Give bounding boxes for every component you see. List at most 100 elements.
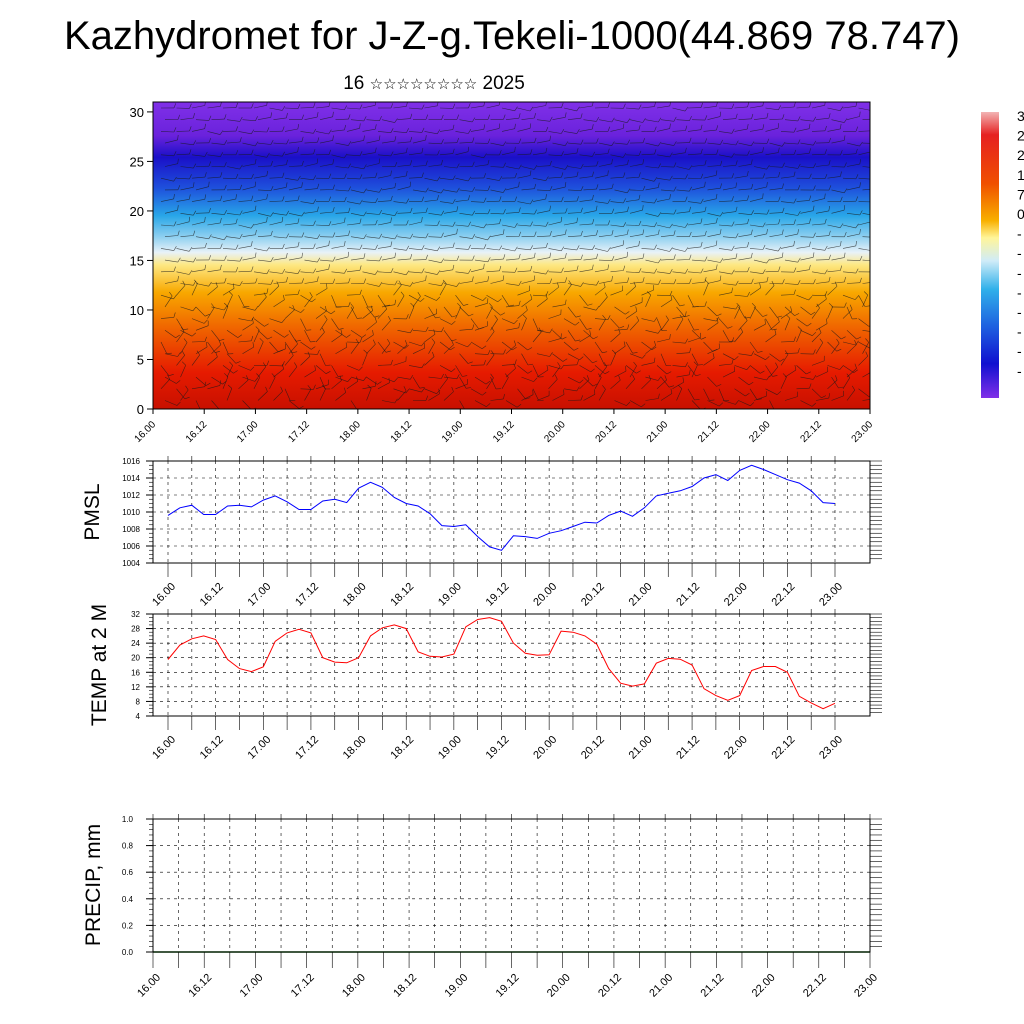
wind-barb-flag <box>390 128 394 133</box>
wind-barb-flag <box>508 304 514 307</box>
wind-barb-flag <box>565 112 567 118</box>
wind-barb-flag <box>593 336 598 340</box>
wind-barb <box>257 213 271 217</box>
wind-barb <box>858 295 866 307</box>
wind-barb-flag <box>793 267 797 273</box>
wind-barb-flag <box>251 103 254 109</box>
wind-barb <box>846 344 857 354</box>
wind-barb-flag <box>859 277 862 283</box>
wind-barb <box>862 236 870 238</box>
wind-barb-flag <box>580 395 583 401</box>
wind-barb-flag <box>596 230 598 236</box>
wind-barb-flag <box>731 269 735 275</box>
wind-barb-flag <box>828 185 832 191</box>
wind-barb <box>346 270 360 273</box>
wind-barb-flag <box>502 275 505 281</box>
pmsl-x-tick-label: 20.12 <box>579 581 607 609</box>
wind-barb-flag <box>239 116 243 122</box>
wind-barb <box>164 139 178 144</box>
wind-barb <box>521 394 534 401</box>
wind-barb <box>176 271 190 275</box>
wind-barb <box>536 210 550 214</box>
wind-barb-flag <box>309 292 313 297</box>
wind-barb <box>412 296 421 308</box>
wind-barb-flag <box>297 146 299 152</box>
wind-barb-flag <box>281 364 284 370</box>
wind-barb-flag <box>828 205 830 211</box>
wind-barb-flag <box>824 149 827 155</box>
wind-barb <box>656 177 670 181</box>
wind-barb-flag <box>611 158 613 164</box>
pmsl-y-tick-label: 1012 <box>122 491 140 500</box>
wind-barb-flag <box>324 315 328 320</box>
wind-barb <box>672 271 686 274</box>
wind-barb <box>424 271 438 275</box>
wind-barb <box>765 285 775 296</box>
wind-barb <box>521 376 534 382</box>
wind-barb-flag <box>379 187 383 193</box>
wind-barb <box>288 213 302 217</box>
wind-barb <box>470 154 484 159</box>
wind-barb <box>703 341 713 352</box>
wind-barb <box>780 106 795 109</box>
wind-barb-flag <box>607 264 609 270</box>
wind-barb-flag <box>410 160 412 166</box>
wind-barb-flag <box>712 353 715 359</box>
wind-barb <box>455 306 462 319</box>
wind-barb-flag <box>338 328 344 330</box>
wind-barb <box>567 330 576 342</box>
wind-barb-flag <box>576 245 580 251</box>
wind-barb-flag <box>776 391 782 395</box>
wind-barb <box>253 105 267 109</box>
wind-barb-flag <box>633 361 637 367</box>
wind-barb <box>222 248 237 250</box>
wind-barb <box>846 142 860 147</box>
wind-barb-flag <box>685 311 687 317</box>
wind-barb <box>579 105 593 109</box>
wind-barb <box>645 166 659 169</box>
wind-barb-flag <box>623 265 626 271</box>
wind-barb-flag <box>602 385 606 390</box>
wind-barb-flag <box>843 135 846 141</box>
wind-barb-flag <box>193 210 197 216</box>
wind-barb-flag <box>328 240 330 246</box>
wind-barb-flag <box>177 134 179 140</box>
wind-barb <box>226 294 233 308</box>
wind-barb-flag <box>779 358 785 362</box>
wind-barb <box>284 107 299 109</box>
wind-barb <box>548 379 558 390</box>
wind-barb <box>273 236 287 239</box>
wind-barb-flag <box>533 165 538 170</box>
wind-barb <box>160 317 174 319</box>
wind-barb-flag <box>642 229 645 235</box>
wind-barb <box>536 119 550 122</box>
wind-barb <box>521 353 529 366</box>
wind-barb-flag <box>324 306 327 311</box>
wind-barb-flag <box>441 232 444 238</box>
temp-x-tick-label: 22.12 <box>770 734 798 762</box>
wind-barb <box>273 257 287 261</box>
wind-barb <box>164 209 178 214</box>
wind-barb-flag <box>502 141 507 146</box>
wind-barb-flag <box>669 290 673 296</box>
wind-barb-flag <box>747 124 749 130</box>
wind-barb <box>629 258 643 261</box>
wind-barb <box>769 257 783 261</box>
wind-barb <box>625 311 637 319</box>
wind-barb <box>335 376 348 382</box>
wind-barb-flag <box>545 126 549 132</box>
wind-barb <box>672 224 686 228</box>
wind-barb <box>738 188 752 191</box>
pmsl-x-tick-label: 22.12 <box>770 581 798 609</box>
wind-barb <box>474 189 489 191</box>
wind-barb <box>598 259 613 261</box>
wind-barb <box>459 353 469 364</box>
wind-barb-flag <box>720 258 724 263</box>
wind-barb <box>753 233 767 237</box>
wind-barb <box>625 341 633 354</box>
wind-barb <box>734 175 748 179</box>
wind-barb-flag <box>514 146 516 152</box>
wind-barb-flag <box>794 313 800 316</box>
wind-barb-flag <box>607 198 611 204</box>
pmsl-series-line <box>167 464 836 551</box>
